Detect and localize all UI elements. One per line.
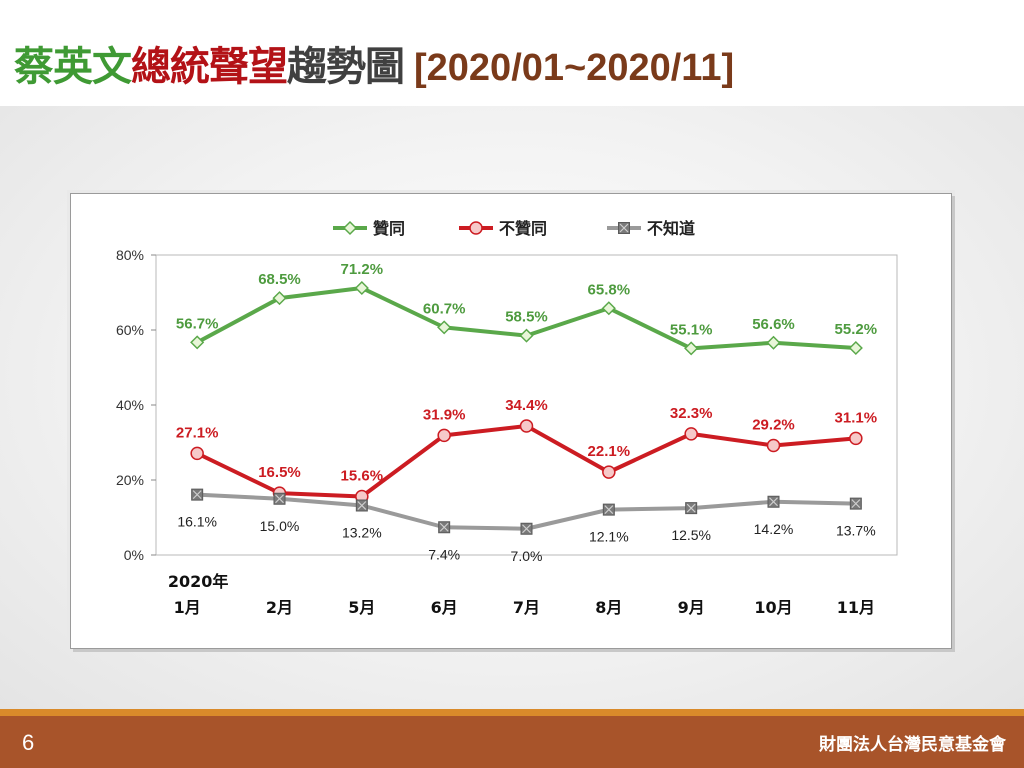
data-label: 58.5% bbox=[505, 309, 548, 326]
data-point bbox=[766, 438, 781, 453]
legend-marker bbox=[469, 221, 483, 235]
data-point bbox=[849, 431, 863, 446]
data-point bbox=[437, 320, 452, 335]
legend-label: 贊同 bbox=[373, 219, 405, 238]
data-label: 29.2% bbox=[752, 417, 795, 434]
data-point bbox=[601, 301, 616, 316]
legend-label: 不贊同 bbox=[499, 219, 547, 238]
x-tick-label: 9月 bbox=[678, 598, 705, 617]
x-tick-label: 6月 bbox=[431, 598, 458, 617]
data-label: 16.5% bbox=[258, 464, 301, 481]
chart-frame: 0% 20% 40% 60% 80% 2020年 1月 2月 5月 6月 7月 8月 9月 10月 11月 贊… bbox=[70, 193, 952, 649]
series-line bbox=[196, 424, 857, 499]
data-label: 14.2% bbox=[754, 521, 794, 537]
title-date-range: [2020/01~2020/11] bbox=[414, 47, 735, 89]
y-tick-label: 40% bbox=[116, 397, 144, 413]
data-point bbox=[437, 428, 451, 443]
data-label: 13.7% bbox=[836, 523, 876, 539]
footer-bar: 6 財團法人台灣民意基金會 bbox=[0, 716, 1024, 768]
data-point bbox=[684, 427, 698, 441]
data-point-cross bbox=[851, 499, 861, 509]
data-label: 7.4% bbox=[428, 546, 460, 562]
legend-marker bbox=[342, 220, 358, 236]
data-point-cross bbox=[192, 490, 202, 500]
data-point bbox=[519, 328, 534, 343]
data-label: 31.1% bbox=[835, 409, 878, 426]
data-label: 55.2% bbox=[835, 321, 878, 338]
data-label: 68.5% bbox=[258, 271, 301, 288]
data-label: 55.1% bbox=[670, 321, 713, 338]
data-point bbox=[190, 335, 205, 350]
data-label: 15.6% bbox=[341, 468, 384, 485]
title-name: 蔡英文 bbox=[14, 44, 132, 90]
footer-accent-line bbox=[0, 709, 1024, 716]
data-point-cross bbox=[686, 503, 696, 513]
data-point bbox=[684, 341, 699, 356]
y-tick-label: 20% bbox=[116, 472, 144, 488]
data-point-cross bbox=[357, 501, 367, 510]
trend-chart: 0% 20% 40% 60% 80% 2020年 1月 2月 5月 6月 7月 8月 9月 10月 11月 贊… bbox=[116, 219, 898, 617]
data-label: 31.9% bbox=[423, 406, 466, 423]
data-point-cross bbox=[522, 524, 531, 534]
x-tick-label: 11月 bbox=[837, 598, 875, 617]
y-tick-label: 60% bbox=[116, 322, 144, 338]
data-label: 27.1% bbox=[176, 424, 219, 441]
data-label: 56.6% bbox=[752, 316, 795, 333]
data-label: 60.7% bbox=[423, 300, 466, 317]
data-label: 12.5% bbox=[671, 527, 711, 543]
x-tick-label: 1月 bbox=[174, 598, 201, 617]
x-tick-label: 8月 bbox=[595, 598, 622, 617]
data-label: 16.1% bbox=[177, 514, 217, 530]
data-point bbox=[519, 419, 534, 433]
y-tick-label: 80% bbox=[116, 247, 144, 263]
data-point-cross bbox=[604, 505, 614, 515]
data-label: 56.7% bbox=[176, 315, 219, 332]
title-topic: 總統聲望 bbox=[131, 44, 288, 90]
data-point bbox=[272, 291, 287, 306]
data-label: 32.3% bbox=[670, 405, 713, 422]
data-point bbox=[848, 340, 863, 356]
title-suffix: 趨勢圖 bbox=[287, 44, 405, 90]
data-label: 71.2% bbox=[341, 261, 384, 278]
data-label: 22.1% bbox=[588, 443, 631, 460]
data-point bbox=[354, 280, 369, 296]
data-label: 34.4% bbox=[505, 397, 548, 414]
x-tick-label: 10月 bbox=[754, 598, 792, 617]
x-tick-label: 7月 bbox=[513, 598, 540, 617]
data-point bbox=[190, 446, 204, 461]
data-label: 12.1% bbox=[589, 529, 629, 545]
data-point bbox=[766, 335, 781, 350]
data-label: 15.0% bbox=[260, 518, 300, 534]
y-tick-label: 0% bbox=[124, 547, 144, 563]
organization-name: 財團法人台灣民意基金會 bbox=[819, 735, 1006, 755]
data-point-cross bbox=[769, 497, 778, 507]
page-number: 6 bbox=[22, 730, 35, 755]
x-tick-label: 5月 bbox=[348, 598, 375, 617]
data-point bbox=[602, 465, 616, 479]
legend-label: 不知道 bbox=[647, 219, 695, 238]
data-label: 65.8% bbox=[588, 281, 631, 298]
data-point-cross bbox=[439, 522, 449, 532]
slide-title: 蔡英文總統聲望趨勢圖 [2020/01~2020/11] bbox=[14, 34, 734, 90]
data-label: 13.2% bbox=[342, 525, 382, 541]
x-tick-label: 2020年 bbox=[168, 572, 229, 591]
x-tick-label: 2月 bbox=[266, 598, 293, 617]
data-label: 7.0% bbox=[511, 548, 543, 564]
legend-marker-cross bbox=[619, 223, 629, 233]
data-point-cross bbox=[275, 494, 284, 504]
